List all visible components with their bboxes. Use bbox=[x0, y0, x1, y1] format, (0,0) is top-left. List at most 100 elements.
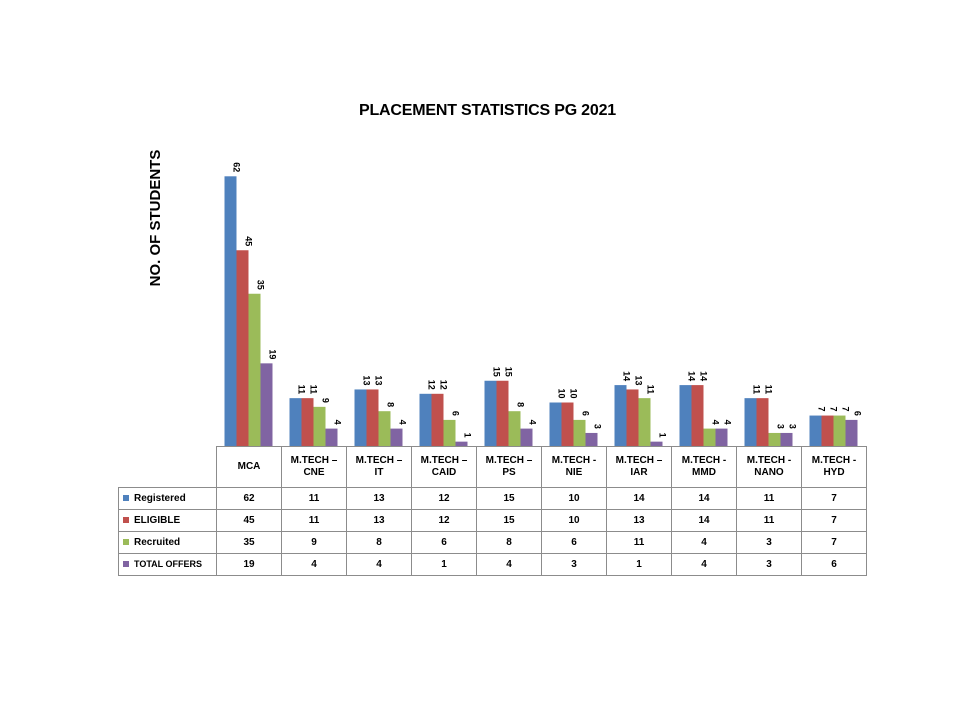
bar-registered-7 bbox=[679, 385, 692, 446]
table-cell: 11 bbox=[736, 509, 802, 532]
data-label-eligible-7: 14 bbox=[699, 371, 709, 381]
data-label-recruited-4: 8 bbox=[516, 402, 526, 407]
bar-recruited-7 bbox=[703, 428, 716, 446]
bar-recruited-5 bbox=[573, 419, 586, 446]
data-label-recruited-6: 11 bbox=[646, 385, 656, 395]
table-row-registered: Registered 62 11 13 12 15 10 14 14 11 7 bbox=[118, 487, 867, 510]
category-label-2: M.TECH – IT bbox=[346, 446, 412, 488]
category-label-line1: M.TECH – bbox=[355, 455, 403, 466]
table-cell: 7 bbox=[801, 531, 867, 554]
bar-eligible-8 bbox=[756, 398, 769, 446]
table-cell: 9 bbox=[281, 531, 347, 554]
bar-total-offers-7 bbox=[715, 428, 728, 446]
category-label-line1: M.TECH – bbox=[420, 455, 468, 466]
legend-entry-total-offers: TOTAL OFFERS bbox=[118, 553, 217, 576]
data-label-recruited-0: 35 bbox=[256, 280, 266, 290]
bar-registered-4 bbox=[484, 380, 497, 446]
table-cell: 35 bbox=[216, 531, 282, 554]
data-label-registered-6: 14 bbox=[622, 371, 632, 381]
table-cell: 12 bbox=[411, 509, 477, 532]
category-label-6: M.TECH – IAR bbox=[606, 446, 672, 488]
category-label-1: M.TECH – CNE bbox=[281, 446, 347, 488]
bar-registered-9 bbox=[809, 415, 822, 446]
category-label-0: MCA bbox=[216, 446, 282, 488]
table-cell: 6 bbox=[411, 531, 477, 554]
legend-key bbox=[123, 539, 129, 546]
data-label-registered-1: 11 bbox=[297, 385, 307, 395]
bar-registered-0 bbox=[224, 176, 237, 447]
category-label-line1: M.TECH - bbox=[681, 455, 727, 466]
data-label-eligible-5: 10 bbox=[569, 388, 579, 398]
legend-label: ELIGIBLE bbox=[134, 515, 181, 526]
table-cell: 7 bbox=[801, 487, 867, 510]
bar-recruited-9 bbox=[833, 415, 846, 446]
data-label-registered-9: 7 bbox=[817, 407, 827, 412]
legend-entry-eligible: ELIGIBLE bbox=[118, 509, 217, 532]
table-cell: 8 bbox=[476, 531, 542, 554]
table-cell: 4 bbox=[346, 553, 412, 576]
table-cell: 45 bbox=[216, 509, 282, 532]
data-label-recruited-8: 3 bbox=[776, 424, 786, 429]
data-label-registered-3: 12 bbox=[427, 380, 437, 390]
table-cell: 11 bbox=[736, 487, 802, 510]
table-cell: 19 bbox=[216, 553, 282, 576]
legend-key bbox=[123, 495, 129, 502]
bar-eligible-0 bbox=[236, 250, 249, 446]
category-label-8: M.TECH - NANO bbox=[736, 446, 802, 488]
legend-label: Recruited bbox=[134, 537, 181, 548]
table-cell: 4 bbox=[476, 553, 542, 576]
data-label-total-offers-1: 4 bbox=[333, 420, 343, 425]
legend-entry-recruited: Recruited bbox=[118, 531, 217, 554]
table-cell: 7 bbox=[801, 509, 867, 532]
bar-registered-1 bbox=[289, 398, 302, 446]
data-label-eligible-0: 45 bbox=[244, 236, 254, 246]
table-cell: 4 bbox=[671, 553, 737, 576]
bar-recruited-1 bbox=[313, 406, 326, 446]
category-label-line2: IAR bbox=[630, 467, 648, 478]
legend-label: Registered bbox=[134, 493, 186, 504]
category-label-line1: M.TECH – bbox=[290, 455, 338, 466]
bar-total-offers-9 bbox=[845, 419, 858, 446]
bar-registered-6 bbox=[614, 385, 627, 446]
bar-eligible-5 bbox=[561, 402, 574, 446]
data-label-recruited-2: 8 bbox=[386, 402, 396, 407]
table-row-total-offers: TOTAL OFFERS 19 4 4 1 4 3 1 4 3 6 bbox=[118, 553, 867, 576]
data-label-recruited-7: 4 bbox=[711, 420, 721, 425]
data-label-total-offers-0: 19 bbox=[268, 349, 278, 359]
chart-title: PLACEMENT STATISTICS PG 2021 bbox=[359, 102, 616, 119]
bar-total-offers-1 bbox=[325, 428, 338, 446]
data-label-recruited-9: 7 bbox=[841, 407, 851, 412]
table-cell: 14 bbox=[671, 509, 737, 532]
bar-eligible-2 bbox=[366, 389, 379, 446]
table-cell: 13 bbox=[606, 509, 672, 532]
table-cell: 3 bbox=[736, 553, 802, 576]
bar-recruited-3 bbox=[443, 419, 456, 446]
table-cell: 11 bbox=[281, 509, 347, 532]
bar-recruited-8 bbox=[768, 432, 781, 446]
table-cell: 10 bbox=[541, 487, 607, 510]
category-label-line2: NANO bbox=[754, 467, 784, 478]
bar-recruited-6 bbox=[638, 398, 651, 446]
table-cell: 10 bbox=[541, 509, 607, 532]
bar-total-offers-6 bbox=[650, 441, 663, 446]
bar-total-offers-3 bbox=[455, 441, 468, 446]
category-label-line1: M.TECH – bbox=[485, 455, 533, 466]
bar-registered-2 bbox=[354, 389, 367, 446]
category-label-line2: MMD bbox=[692, 467, 716, 478]
category-label-4: M.TECH – PS bbox=[476, 446, 542, 488]
data-label-total-offers-6: 1 bbox=[658, 433, 668, 438]
data-label-total-offers-2: 4 bbox=[398, 420, 408, 425]
table-corner-cell bbox=[118, 446, 217, 488]
table-cell: 13 bbox=[346, 487, 412, 510]
bar-total-offers-4 bbox=[520, 428, 533, 446]
data-label-eligible-9: 7 bbox=[829, 407, 839, 412]
bar-eligible-4 bbox=[496, 380, 509, 446]
category-label-line1: M.TECH - bbox=[551, 455, 597, 466]
table-cell: 62 bbox=[216, 487, 282, 510]
data-label-recruited-3: 6 bbox=[451, 411, 461, 416]
bar-recruited-0 bbox=[248, 293, 261, 446]
table-cell: 3 bbox=[736, 531, 802, 554]
data-label-total-offers-3: 1 bbox=[463, 433, 473, 438]
data-label-total-offers-7: 4 bbox=[723, 420, 733, 425]
